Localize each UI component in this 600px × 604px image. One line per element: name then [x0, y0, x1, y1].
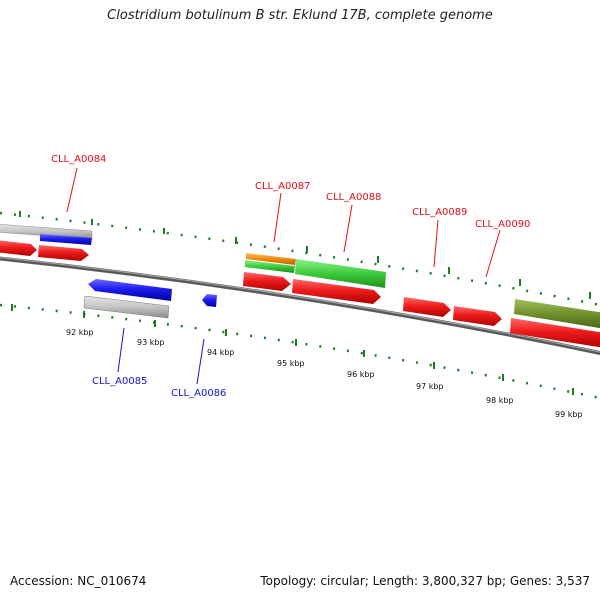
- middle-forward-features: [243, 253, 600, 348]
- tick-label-92kbp: 92 kbp: [66, 328, 94, 337]
- cds-arrow[interactable]: [453, 306, 502, 326]
- green-feature-large[interactable]: [295, 259, 386, 288]
- genome-summary: Topology: circular; Length: 3,800,327 bp…: [260, 574, 590, 588]
- gene-label-CLL_A0089[interactable]: CLL_A0089: [412, 207, 467, 218]
- gene-label-CLL_A0085[interactable]: CLL_A0085: [92, 376, 147, 387]
- tick-label-94kbp: 94 kbp: [207, 348, 235, 357]
- lower-scale-major-ticks: [11, 304, 574, 395]
- tick-label-93kbp: 93 kbp: [137, 338, 165, 347]
- gene-label-CLL_A0087[interactable]: CLL_A0087: [255, 181, 310, 192]
- upper-scale-dots: [0, 211, 600, 307]
- tick-label-97kbp: 97 kbp: [416, 382, 444, 391]
- gene-labels: CLL_A0084 CLL_A0087 CLL_A0088 CLL_A0089 …: [51, 154, 530, 399]
- cds-reverse-arrow-CLL_A0086[interactable]: [202, 294, 217, 307]
- gene-label-leaders: [66, 167, 501, 385]
- olive-feature[interactable]: [514, 299, 600, 329]
- grey-feature-upper-left[interactable]: [0, 224, 93, 240]
- forward-cds-track: [0, 240, 89, 261]
- gene-label-CLL_A0088[interactable]: CLL_A0088: [326, 192, 381, 203]
- genome-backbone-highlight: [0, 257, 600, 353]
- gene-label-CLL_A0090[interactable]: CLL_A0090: [475, 219, 530, 230]
- cds-arrow[interactable]: [243, 272, 291, 291]
- cds-arrow[interactable]: [0, 240, 37, 256]
- tick-label-99kbp: 99 kbp: [555, 410, 583, 419]
- grey-feature-reverse[interactable]: [83, 295, 170, 319]
- reverse-features: [83, 279, 217, 319]
- gene-label-CLL_A0086[interactable]: CLL_A0086: [171, 388, 226, 399]
- cds-arrow[interactable]: [292, 279, 381, 304]
- accession-label: Accession: NC_010674: [10, 574, 147, 588]
- cds-arrow[interactable]: [38, 245, 89, 261]
- cds-reverse-arrow-CLL_A0085[interactable]: [88, 279, 172, 301]
- map-title: Clostridium botulinum B str. Eklund 17B,…: [107, 8, 493, 23]
- tick-label-95kbp: 95 kbp: [277, 359, 305, 368]
- genome-backbone: [0, 256, 600, 356]
- upper-left-features: [0, 224, 93, 245]
- cds-arrow[interactable]: [403, 297, 451, 317]
- tick-label-98kbp: 98 kbp: [486, 396, 514, 405]
- orange-feature[interactable]: [246, 253, 296, 265]
- blue-feature-upper-left[interactable]: [40, 234, 92, 245]
- gene-label-CLL_A0084[interactable]: CLL_A0084: [51, 154, 106, 165]
- cds-arrow[interactable]: [510, 318, 600, 348]
- upper-scale-major-ticks: [19, 211, 591, 299]
- scale-tick-labels: 92 kbp 93 kbp 94 kbp 95 kbp 96 kbp 97 kb…: [66, 328, 583, 419]
- green-feature-small[interactable]: [245, 260, 295, 273]
- lower-scale-dots: [0, 303, 600, 400]
- tick-label-96kbp: 96 kbp: [347, 370, 375, 379]
